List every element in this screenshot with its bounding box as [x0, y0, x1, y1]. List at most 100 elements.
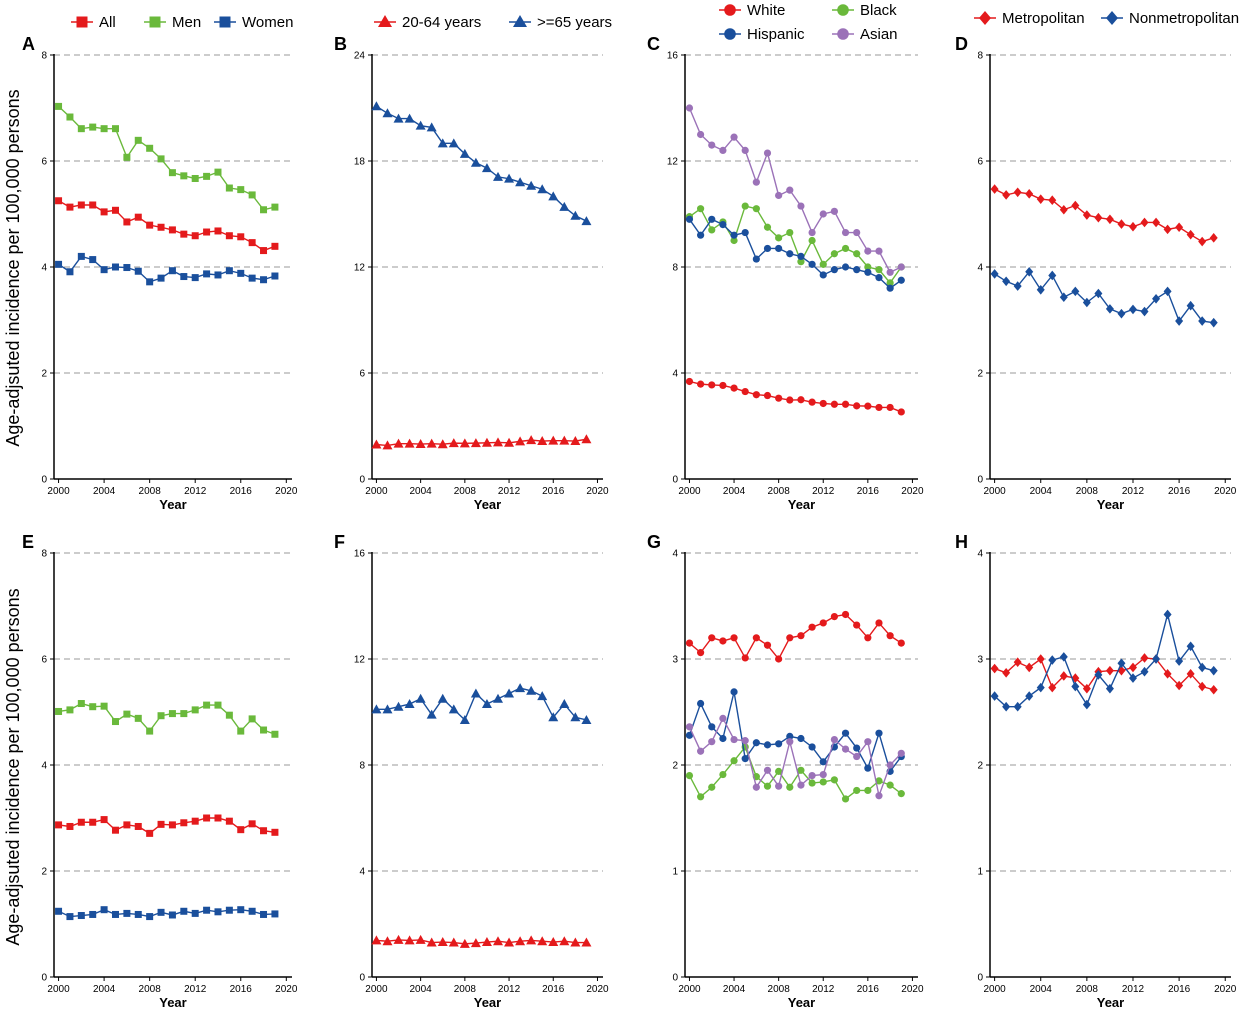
panel-e-series-all-point-2018 — [260, 827, 268, 835]
panel-e-series-women-point-2001 — [66, 913, 74, 921]
panel-e-series-women-point-2010 — [168, 911, 176, 919]
panel-c-series-asian — [685, 104, 905, 276]
panel-g-xtick-label-5: 2020 — [901, 984, 924, 995]
panel-a-xlabel: Year — [159, 497, 186, 512]
panel-d-series-nonmetropolitan-point-2004 — [1036, 284, 1045, 295]
panel-a-ytick-label-4: 8 — [41, 51, 47, 62]
panel-d-series-metropolitan-point-2001 — [1002, 190, 1011, 200]
panel-e-series-men-point-2015 — [225, 711, 233, 719]
panel-c-series-white-point-2013 — [830, 400, 838, 408]
panel-e-ytick-label-2: 4 — [41, 761, 47, 772]
panel-a-series-women-point-2000 — [55, 260, 63, 268]
panel-d-series-metropolitan-point-2015 — [1163, 224, 1172, 235]
panel-f-series-65-years-point-2004 — [415, 693, 426, 703]
panel-c-series-hispanic-point-2011 — [808, 260, 816, 268]
panel-e-series-all-point-2015 — [225, 817, 233, 825]
panel-e-series-men-point-2012 — [191, 706, 199, 714]
panel-b-series-20-64-years-point-2010 — [481, 437, 492, 447]
panel-c-series-hispanic-point-2014 — [841, 263, 850, 271]
panel-g-xtick-label-3: 2012 — [812, 984, 835, 995]
panel-h-series-metropolitan-point-2005 — [1048, 682, 1057, 693]
panel-c-series-black-point-2004 — [730, 236, 738, 245]
panel-f-ytick-label-2: 8 — [359, 761, 365, 772]
panel-c-ytick-label-1: 4 — [672, 369, 678, 380]
panel-c-series-hispanic-point-2019 — [897, 276, 905, 284]
panel-d-series-nonmetropolitan-point-2015 — [1163, 286, 1172, 297]
panel-h-series-nonmetropolitan-point-2004 — [1036, 682, 1045, 693]
legend-c-asian-key — [832, 28, 854, 40]
panel-c-series-white-point-2004 — [730, 384, 738, 392]
legend-d-metropolitan-label: Metropolitan — [1002, 10, 1085, 27]
legend-d-metropolitan-key-symbol — [979, 11, 991, 25]
panel-b-legend: 20-64 years >=65 years — [374, 14, 612, 31]
panel-b-ytick-label-2: 12 — [354, 263, 366, 274]
panel-g-xtick-label-2: 2008 — [768, 984, 791, 995]
panel-c-series-black-point-2011 — [808, 236, 816, 245]
panel-e-series-women-point-2012 — [191, 909, 199, 917]
panel-c-series-black-point-2002 — [708, 226, 716, 234]
panel-g: G 0 1 2 3 4 2000 2004 2008 2012 2016 2020 Year — [647, 532, 924, 1010]
panel-c: C 0 4 8 12 16 2000 2004 2008 2012 2016 2020 Year Whit… — [647, 2, 924, 512]
legend-a-women-key-symbol — [219, 16, 231, 28]
panel-b-series-20-64-years — [371, 434, 592, 450]
panel-f-series-20-64-years-point-2008 — [459, 938, 470, 948]
legend-b-65-years-key — [509, 15, 531, 27]
panel-b-series-65-years-point-2016 — [548, 191, 559, 201]
panel-h-series-metropolitan-point-2017 — [1186, 669, 1195, 679]
panel-d-series-metropolitan-point-2010 — [1105, 214, 1114, 225]
panel-f-ytick-label-0: 0 — [359, 973, 365, 984]
panel-a-series-women-point-2009 — [157, 274, 165, 282]
panel-a-ytick-label-0: 0 — [41, 475, 47, 486]
panel-f-series-20-64-years-point-2012 — [504, 937, 515, 947]
panel-c-series-white-point-2015 — [853, 402, 861, 410]
panel-a-series-women-point-2018 — [260, 276, 268, 284]
panel-e-series-women-point-2018 — [260, 910, 268, 918]
panel-b-letter: B — [334, 34, 347, 54]
legend-a-all-label: All — [99, 14, 116, 31]
panel-e-series-all-point-2009 — [157, 820, 165, 828]
panel-d-series-metropolitan-point-2009 — [1094, 212, 1103, 223]
panel-e-series-all-point-2014 — [214, 814, 222, 822]
panel-c-xtick-label-3: 2012 — [812, 486, 835, 497]
panel-a-xtick-label-1: 2004 — [93, 486, 116, 497]
panel-e-series-women-point-2003 — [89, 910, 97, 918]
panel-h-series-nonmetropolitan-point-2012 — [1128, 673, 1137, 683]
panel-g-series-asian-point-2007 — [763, 766, 772, 774]
panel-a-series-men-point-2004 — [100, 125, 108, 133]
panel-a-series-men-point-2008 — [146, 144, 154, 152]
panel-a-series-all-point-2014 — [214, 227, 222, 235]
panel-g-series-white-point-2015 — [853, 621, 861, 629]
panel-c-series-hispanic-point-2000 — [685, 215, 694, 223]
panel-c-series-asian-point-2019 — [897, 263, 905, 271]
panel-a: A 0 2 4 6 8 2000 2004 2008 2012 2016 2020 Year All Men… — [22, 14, 298, 512]
panel-a-series-all-point-2010 — [168, 226, 176, 234]
panel-e-series-all-point-2003 — [89, 818, 97, 826]
legend-d-nonmetropolitan-key — [1101, 11, 1123, 25]
panel-c-series-black-point-2001 — [697, 205, 705, 213]
legend-a-all-key-symbol — [76, 16, 88, 28]
panel-c-series-hispanic — [685, 215, 905, 292]
panel-d-series-metropolitan-point-2008 — [1082, 210, 1091, 220]
panel-h-series-nonmetropolitan-point-2007 — [1071, 681, 1080, 692]
panel-c-ytick-label-0: 0 — [672, 475, 678, 486]
panel-d-series-metropolitan-point-2005 — [1048, 195, 1057, 206]
panel-d-series-metropolitan — [990, 184, 1218, 247]
panel-c-series-asian-point-2016 — [864, 247, 872, 255]
panel-f-series-20-64-years-point-2015 — [537, 936, 548, 946]
panel-g-series-black-point-2017 — [875, 777, 883, 785]
panel-g-series-asian-point-2016 — [864, 738, 872, 746]
panel-f-ytick-label-1: 4 — [359, 867, 365, 878]
panel-c-ytick-label-3: 12 — [667, 157, 679, 168]
panel-c-series-hispanic-point-2005 — [741, 228, 749, 237]
panel-b-xtick-label-0: 2000 — [365, 486, 388, 497]
panel-f-series-20-64-years-point-2009 — [470, 938, 481, 948]
panel-g-series-white-point-2017 — [875, 619, 883, 627]
panel-c-series-asian-point-2017 — [875, 247, 883, 255]
panel-a-series-all-point-2005 — [111, 206, 119, 214]
panel-e-series-men-point-2011 — [180, 710, 188, 718]
panel-b-series-65-years — [371, 101, 592, 226]
panel-f-series-65-years-point-2006 — [437, 693, 448, 703]
panel-b-series-20-64-years-point-2016 — [548, 435, 559, 445]
